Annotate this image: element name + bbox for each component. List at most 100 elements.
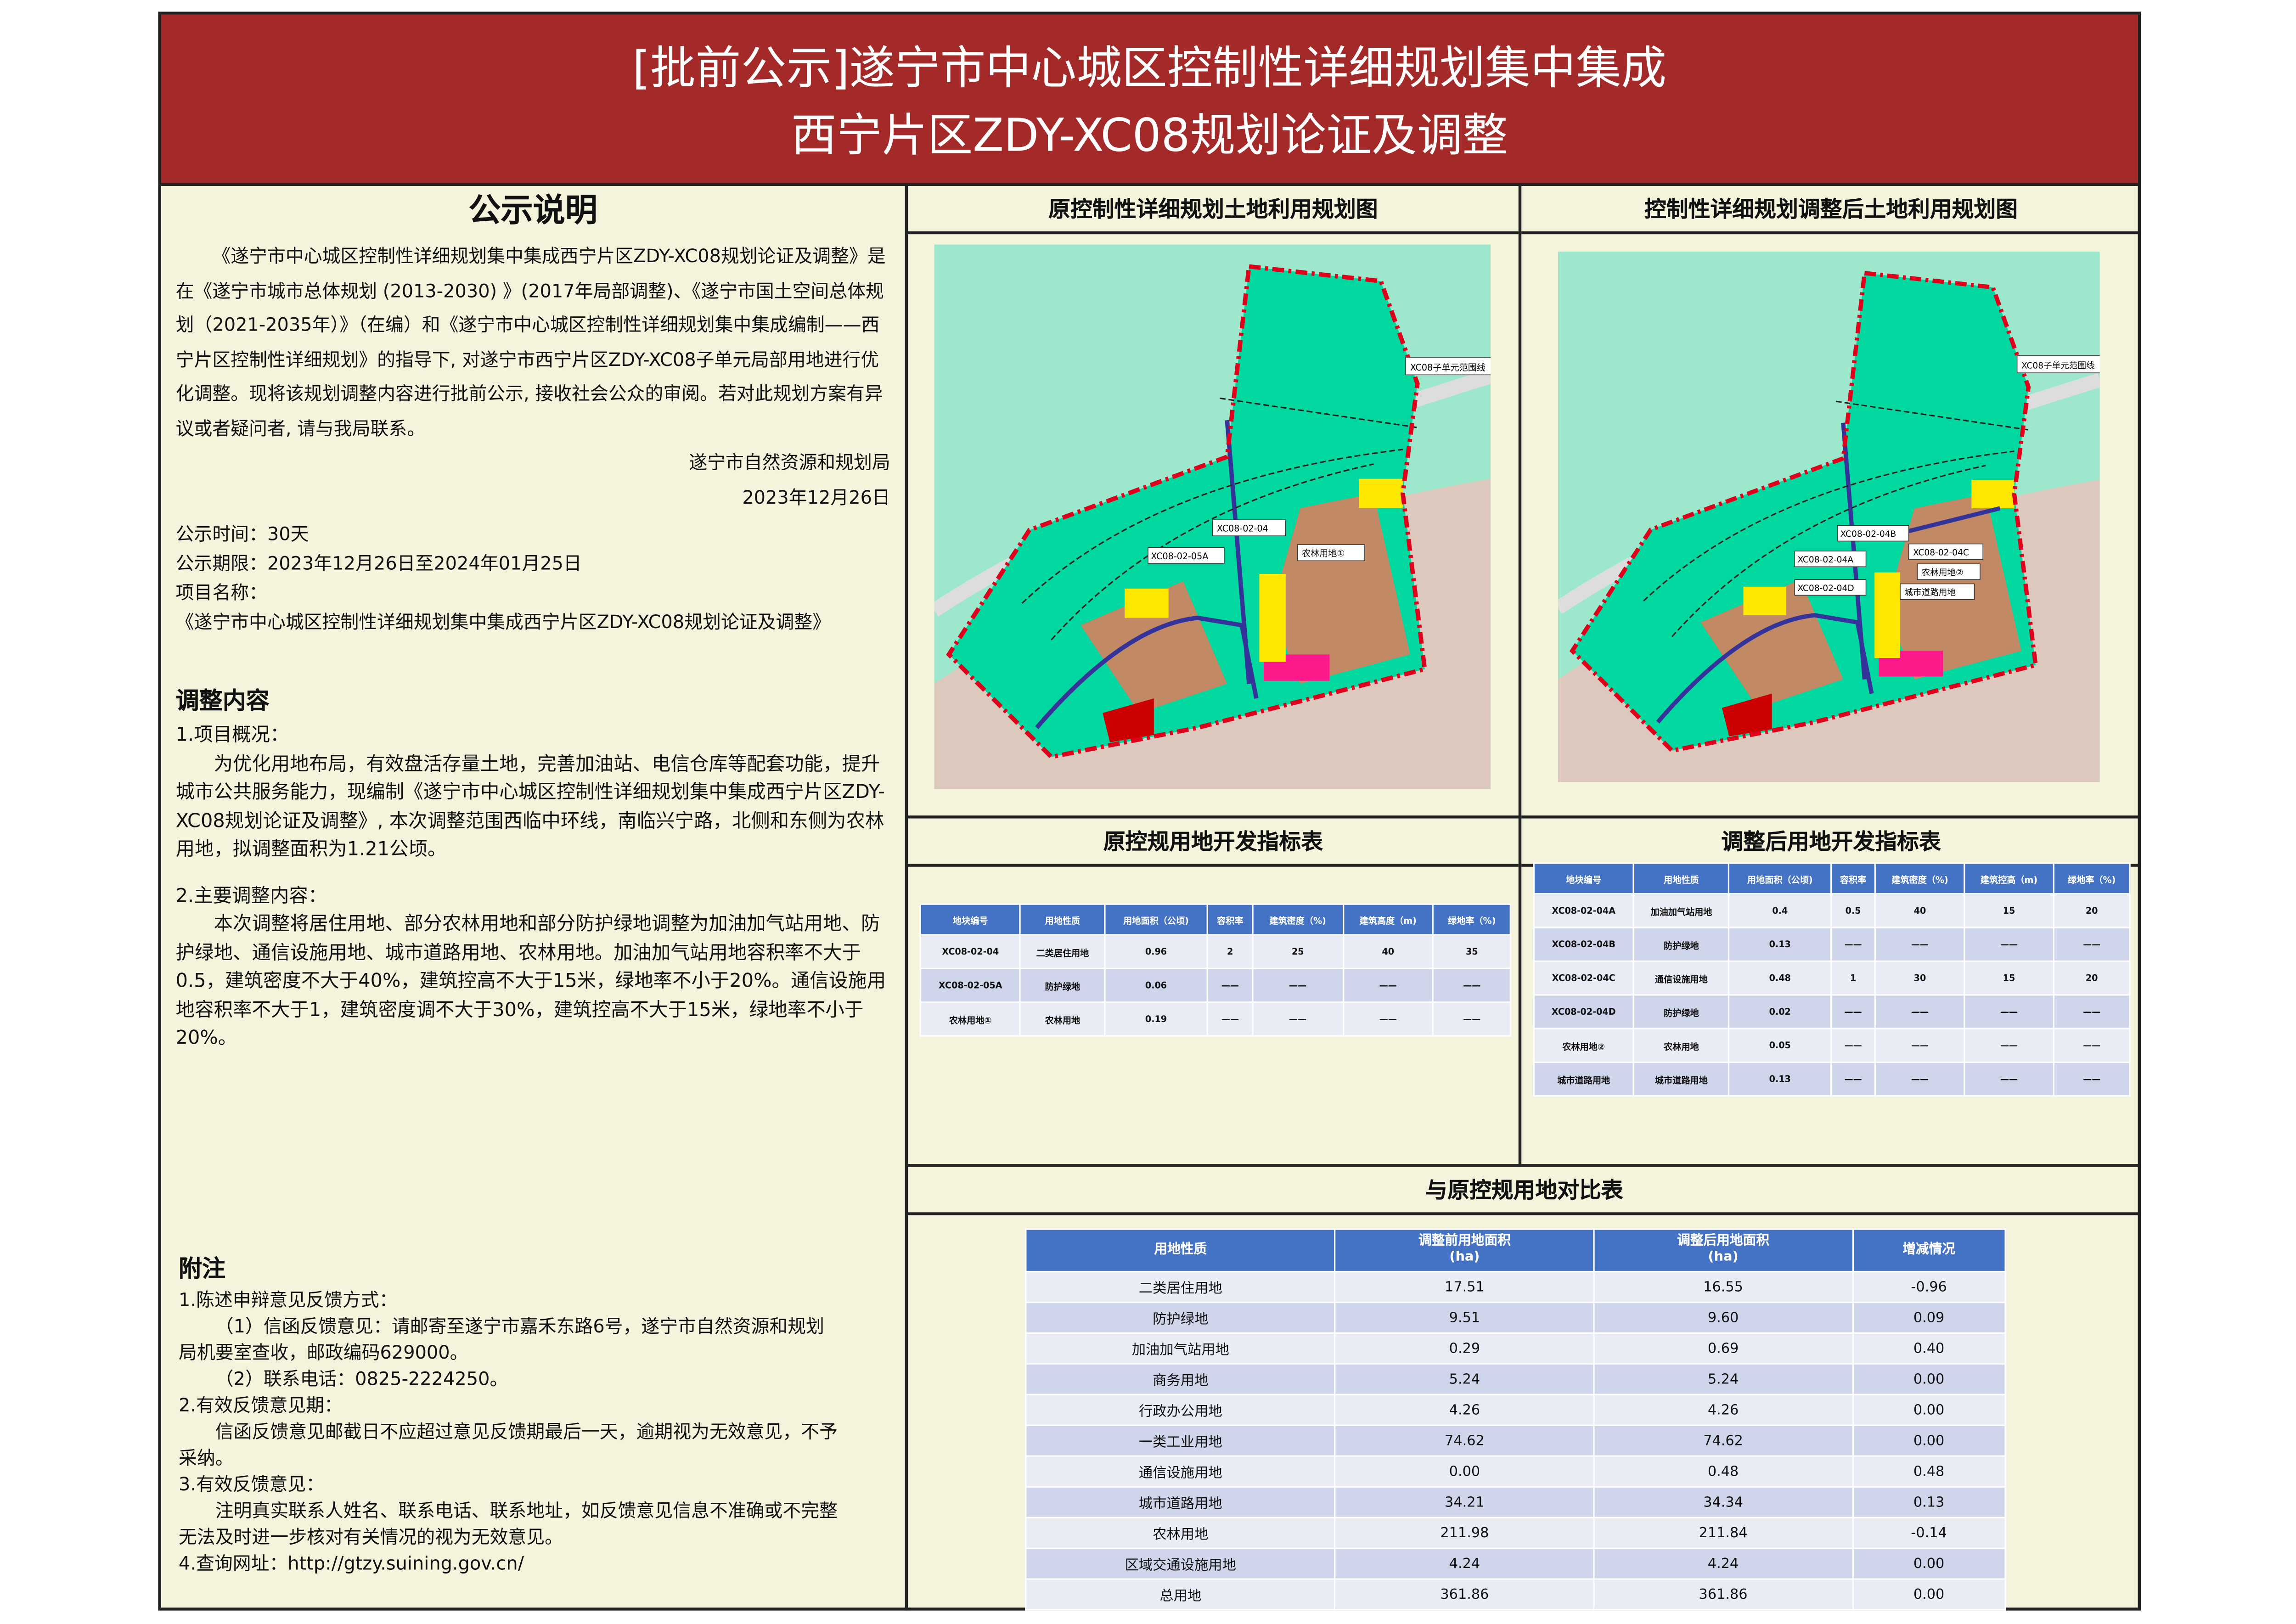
table-cell: 30	[1874, 960, 1965, 996]
project-label: 项目名称：	[175, 581, 268, 603]
original-map-panel: 原控制性详细规划土地利用规划图 XC08子单元范围线 XC08-02-04 XC…	[908, 185, 1522, 819]
table-cell: 0.96	[1103, 934, 1209, 969]
table-cell: 农林用地	[1019, 1001, 1106, 1037]
appendix-line: 2.有效反馈意见期：	[179, 1394, 343, 1416]
adjust-p1-title: 1.项目概况：	[175, 725, 289, 747]
adjusted-indicator-table: 地块编号 用地性质 用地面积（公顷) 容积率 建筑密度（%) 建筑控高（m) 绿地率（%) X…	[1533, 862, 2131, 1097]
table-row: 防护绿地 9.51 9.60 0.09	[1025, 1301, 2006, 1334]
table-cell: 211.84	[1593, 1517, 1853, 1549]
column-header: 绿地率（%)	[1432, 903, 1511, 936]
table-cell: XC08-02-05A	[919, 967, 1021, 1003]
table-cell: XC08-02-04B	[1533, 927, 1634, 962]
table-row: XC08-02-04 二类居住用地 0.96 2 25 40 35	[919, 934, 1511, 969]
map-label: XC08子单元范围线	[1410, 362, 1486, 373]
map-label: 农林用地②	[1922, 568, 1964, 578]
table-cell: ——	[1964, 1061, 2054, 1097]
table-cell: ——	[1432, 967, 1511, 1003]
table-cell: 0.00	[1851, 1547, 2006, 1580]
table-cell: 通信设施用地	[1025, 1455, 1336, 1488]
comparison-title: 与原控规用地对比表	[908, 1167, 2141, 1215]
table-cell: 211.98	[1334, 1517, 1595, 1549]
table-cell: ——	[1252, 967, 1344, 1003]
table-cell: 0.02	[1728, 994, 1832, 1029]
table-cell: 0.48	[1593, 1455, 1853, 1488]
map-label: XC08-02-04B	[1840, 529, 1896, 539]
appendix-line: 3.有效反馈意见：	[179, 1472, 325, 1495]
adjust-p2-title: 2.主要调整内容：	[175, 885, 327, 907]
column-header: 绿地率（%)	[2053, 862, 2131, 895]
table-cell: 0.13	[1728, 1061, 1832, 1097]
table-cell: ——	[1830, 927, 1876, 962]
column-header: 调整后用地面积 (ha)	[1593, 1228, 1853, 1273]
table-cell: 二类居住用地	[1025, 1270, 1336, 1304]
comparison-table: 用地性质 调整前用地面积 (ha) 调整后用地面积 (ha) 增减情况 二类居住用地 17…	[1025, 1228, 2006, 1611]
column-header: 地块编号	[1533, 862, 1634, 895]
notice-board: [批前公示]遂宁市中心城区控制性详细规划集中集成 西宁片区ZDY-XC08规划论…	[158, 11, 2141, 1611]
appendix-list: 1.陈述申辩意见反馈方式： （1）信函反馈意见：请邮寄至遂宁市嘉禾东路6号，遂宁…	[179, 1287, 838, 1577]
table-cell: 0.19	[1103, 1001, 1209, 1037]
table-cell: 74.62	[1334, 1424, 1595, 1457]
table-cell: 总用地	[1025, 1578, 1336, 1611]
appendix-line[interactable]: 4.查询网址：http://gtzy.suining.gov.cn/	[179, 1552, 524, 1574]
table-cell: 9.51	[1334, 1301, 1595, 1334]
map-label: XC08-02-04D	[1798, 584, 1854, 593]
table-cell: 15	[1964, 893, 2054, 928]
original-indicator-table: 地块编号 用地性质 用地面积（公顷) 容积率 建筑密度（%) 建筑高度（m) 绿地率（%) X…	[919, 903, 1511, 1037]
table-row: 农林用地① 农林用地 0.19 —— —— —— ——	[919, 1001, 1511, 1037]
map-label: XC08-02-05A	[1151, 551, 1208, 562]
table-cell: 0.00	[1851, 1394, 2006, 1426]
column-header: 建筑密度（%)	[1252, 903, 1344, 936]
column-header: 容积率	[1206, 903, 1254, 936]
column-header: 用地面积（公顷)	[1728, 862, 1832, 895]
table-cell: ——	[1206, 1001, 1254, 1037]
notice-date: 2023年12月26日	[742, 485, 890, 507]
table-row: 城市道路用地 城市道路用地 0.13 —— —— —— ——	[1533, 1061, 2131, 1097]
column-header: 建筑密度（%)	[1874, 862, 1965, 895]
map-label: 农林用地①	[1302, 548, 1345, 559]
appendix-line: 信函反馈意见邮截日不应超过意见反馈期最后一天，逾期视为无效意见，不予采纳。	[179, 1420, 838, 1469]
table-cell: 农林用地	[1632, 1028, 1730, 1063]
table-cell: 农林用地②	[1533, 1028, 1634, 1063]
notice-term: 公示期限：2023年12月26日至2024年01月25日	[175, 552, 582, 574]
table-cell: 15	[1964, 960, 2054, 996]
table-cell: 0.5	[1830, 893, 1876, 928]
left-column: 公示说明 《遂宁市中心城区控制性详细规划集中集成西宁片区ZDY-XC08规划论证…	[161, 185, 908, 1611]
table-cell: 城市道路用地	[1025, 1486, 1336, 1518]
map-label: XC08-02-04C	[1913, 548, 1969, 557]
table-cell: 0.09	[1851, 1301, 2006, 1334]
table-cell: 0.48	[1851, 1455, 2006, 1488]
table-cell: 34.34	[1593, 1486, 1853, 1518]
table-cell: 35	[1432, 934, 1511, 969]
table-cell: ——	[2053, 1028, 2131, 1063]
table-row: 行政办公用地 4.26 4.26 0.00	[1025, 1394, 2006, 1426]
appendix-line: 注明真实联系人姓名、联系电话、联系地址，如反馈意见信息不准确或不完整无法及时进一…	[179, 1499, 838, 1548]
table-cell: ——	[1830, 1061, 1876, 1097]
adjust-p1: 为优化用地布局，有效盘活存量土地，完善加油站、电信仓库等配套功能，提升城市公共服…	[175, 753, 885, 861]
table-cell: ——	[1830, 994, 1876, 1029]
table-cell: ——	[1874, 994, 1965, 1029]
original-land-use-map: XC08子单元范围线 XC08-02-04 XC08-02-05A 农林用地①	[934, 244, 1491, 789]
table-cell: ——	[2053, 927, 2131, 962]
table-header-row: 地块编号 用地性质 用地面积（公顷) 容积率 建筑密度（%) 建筑高度（m) 绿地率（%)	[919, 903, 1511, 936]
table-row: 加油加气站用地 0.29 0.69 0.40	[1025, 1332, 2006, 1365]
map-label: XC08-02-04A	[1798, 555, 1854, 565]
table-cell: ——	[1342, 967, 1434, 1003]
table-cell: XC08-02-04A	[1533, 893, 1634, 928]
table-cell: 防护绿地	[1632, 994, 1730, 1029]
adjusted-map-title: 控制性详细规划调整后土地利用规划图	[1521, 186, 2141, 235]
original-indicator-panel: 原控规用地开发指标表 地块编号 用地性质 用地面积（公顷) 容积率 建筑密度（%) 建筑高…	[908, 818, 1522, 1167]
table-cell: 0.4	[1728, 893, 1832, 928]
table-row: XC08-02-05A 防护绿地 0.06 —— —— —— ——	[919, 967, 1511, 1003]
table-cell: 0.00	[1851, 1578, 2006, 1611]
table-cell: ——	[1342, 1001, 1434, 1037]
appendix-line: （2）联系电话：0825-2224250。	[215, 1367, 508, 1390]
title-line-2: 西宁片区ZDY-XC08规划论证及调整	[791, 110, 1508, 163]
table-cell: 防护绿地	[1025, 1301, 1336, 1334]
original-table-title: 原控规用地开发指标表	[908, 819, 1519, 867]
adjusted-indicator-panel: 调整后用地开发指标表 地块编号 用地性质 用地面积（公顷) 容积率 建筑密度（%) 建筑控…	[1521, 819, 2141, 1167]
column-header: 调整前用地面积 (ha)	[1334, 1228, 1595, 1273]
table-cell: 一类工业用地	[1025, 1424, 1336, 1457]
table-cell: ——	[1964, 927, 2054, 962]
table-cell: 0.06	[1103, 967, 1209, 1003]
table-cell: 0.69	[1593, 1332, 1853, 1365]
